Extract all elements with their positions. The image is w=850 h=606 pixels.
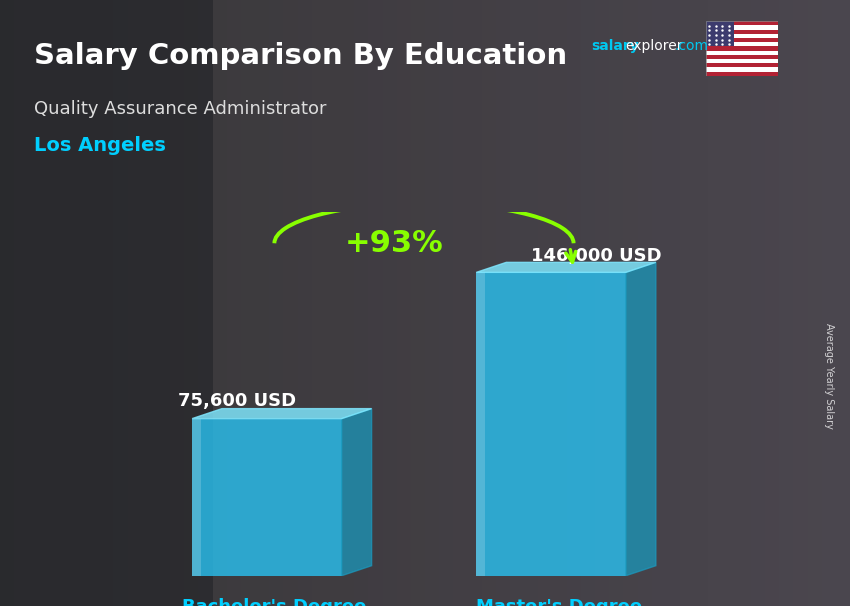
Bar	[368, 0, 382, 606]
Bar	[0, 0, 14, 606]
Bar	[623, 0, 638, 606]
Bar	[706, 72, 778, 76]
Text: 146,000 USD: 146,000 USD	[530, 247, 661, 265]
Bar	[411, 0, 425, 606]
Bar	[680, 0, 694, 606]
Bar	[722, 0, 737, 606]
Bar	[836, 0, 850, 606]
Bar	[85, 0, 99, 606]
Bar	[340, 0, 354, 606]
Bar	[298, 0, 312, 606]
Bar	[382, 0, 397, 606]
Bar	[706, 59, 778, 63]
Bar	[113, 0, 128, 606]
Bar	[453, 0, 468, 606]
Bar	[638, 0, 652, 606]
Bar	[737, 0, 751, 606]
Bar	[706, 42, 778, 47]
Bar	[751, 0, 765, 606]
Bar	[170, 0, 184, 606]
Bar	[706, 50, 778, 55]
Bar	[425, 0, 439, 606]
Bar	[666, 0, 680, 606]
Bar	[706, 30, 778, 34]
Text: Salary Comparison By Education: Salary Comparison By Education	[34, 42, 567, 70]
Text: salary: salary	[591, 39, 638, 53]
Text: Los Angeles: Los Angeles	[34, 136, 166, 155]
Bar	[354, 0, 368, 606]
Text: +93%: +93%	[345, 229, 444, 258]
Bar	[192, 419, 201, 576]
Bar	[14, 0, 28, 606]
Bar	[283, 0, 298, 606]
Bar	[28, 0, 42, 606]
Bar	[706, 47, 778, 50]
Bar	[227, 0, 241, 606]
Bar	[706, 21, 778, 25]
Bar	[706, 38, 778, 42]
Polygon shape	[626, 262, 656, 576]
Text: Quality Assurance Administrator: Quality Assurance Administrator	[34, 100, 326, 118]
Bar	[439, 0, 453, 606]
Bar	[538, 0, 552, 606]
Bar	[42, 0, 57, 606]
Bar	[706, 55, 778, 59]
Bar	[552, 0, 567, 606]
Text: 75,600 USD: 75,600 USD	[178, 391, 296, 410]
Bar	[255, 0, 269, 606]
Polygon shape	[476, 262, 656, 272]
Bar	[99, 0, 113, 606]
Bar	[142, 0, 156, 606]
Bar	[708, 0, 722, 606]
Bar	[706, 67, 778, 72]
Bar	[694, 0, 708, 606]
Bar	[312, 0, 326, 606]
Bar	[765, 0, 779, 606]
Text: Master's Degree: Master's Degree	[475, 598, 642, 606]
Bar	[57, 0, 71, 606]
Bar	[793, 0, 808, 606]
Polygon shape	[342, 408, 371, 576]
Text: Average Yearly Salary: Average Yearly Salary	[824, 323, 834, 428]
Bar	[326, 0, 340, 606]
Bar	[198, 0, 212, 606]
Bar	[510, 0, 524, 606]
Bar	[397, 0, 411, 606]
Bar	[71, 0, 85, 606]
Bar	[609, 0, 623, 606]
Bar	[652, 0, 666, 606]
Bar	[212, 0, 227, 606]
Bar	[822, 0, 836, 606]
Bar	[184, 0, 198, 606]
Bar	[595, 0, 609, 606]
Bar	[779, 0, 793, 606]
Bar	[482, 0, 496, 606]
Bar	[468, 0, 482, 606]
Bar	[496, 0, 510, 606]
Bar	[0, 0, 212, 606]
Text: .com: .com	[674, 39, 708, 53]
Bar	[241, 0, 255, 606]
Bar	[706, 34, 778, 38]
Text: Bachelor's Degree: Bachelor's Degree	[182, 598, 366, 606]
Bar	[524, 0, 538, 606]
Bar	[706, 63, 778, 67]
Bar	[128, 0, 142, 606]
Bar	[269, 0, 283, 606]
Bar	[156, 0, 170, 606]
Bar	[808, 0, 822, 606]
Polygon shape	[192, 408, 371, 419]
Text: explorer: explorer	[625, 39, 683, 53]
Bar	[706, 21, 734, 47]
Bar	[706, 25, 778, 30]
Bar	[567, 0, 581, 606]
Bar	[476, 272, 626, 576]
Bar	[192, 419, 342, 576]
Bar	[581, 0, 595, 606]
Bar	[476, 272, 485, 576]
